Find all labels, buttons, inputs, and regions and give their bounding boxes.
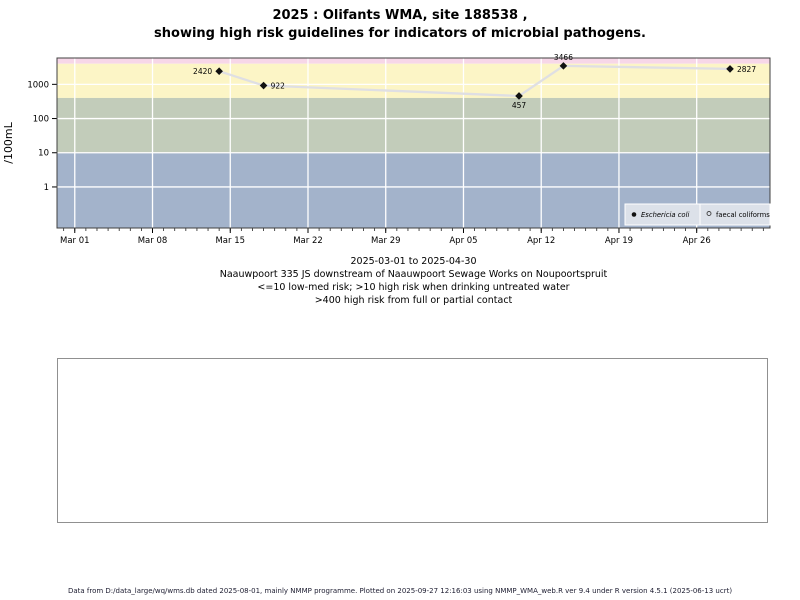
y-tick-label: 1000 — [27, 80, 49, 90]
legend-marker-filled-circle-icon — [631, 212, 637, 217]
footer-text: Data from D:/data_large/wq/wms.db dated … — [67, 587, 733, 595]
caption-risk-note-contact: >400 high risk from full or partial cont… — [314, 295, 513, 306]
data-point-label: 3466 — [554, 53, 573, 62]
caption-risk-note-drinking: <=10 low-med risk; >10 high risk when dr… — [257, 282, 570, 293]
legend-label: faecal coliforms — [716, 211, 770, 219]
y-tick-label: 100 — [33, 115, 49, 125]
x-tick-label: Mar 01 — [60, 236, 90, 246]
data-point-label: 457 — [512, 101, 527, 110]
x-tick-label: Mar 29 — [371, 236, 401, 246]
data-point-marker — [726, 65, 734, 73]
x-tick-label: Mar 15 — [215, 236, 245, 246]
x-tick-label: Apr 05 — [449, 236, 477, 246]
legend-label: Eschericia coli — [641, 211, 689, 219]
y-axis-label: /100mL — [2, 121, 15, 163]
plot-border — [56, 57, 771, 229]
data-point-label: 2420 — [193, 67, 212, 76]
caption-date-range: 2025-03-01 to 2025-04-30 — [350, 256, 477, 267]
chart-title-line1: 2025 : Olifants WMA, site 188538 , — [272, 8, 528, 23]
data-point-marker — [559, 62, 568, 70]
chart-plot: Mar 01 Mar 08 Mar 15 Mar 22 Mar 29 Apr 05 Apr … — [2, 53, 771, 246]
data-point-marker — [215, 67, 223, 76]
x-tick-label: Apr 26 — [683, 236, 711, 246]
chart-title-line2: showing high risk guidelines for indicat… — [154, 26, 646, 41]
risk-band-upper-extreme — [57, 58, 770, 64]
caption-site-description: Naauwpoort 335 JS downstream of Naauwpoo… — [219, 269, 608, 280]
x-tick-label: Apr 12 — [527, 236, 555, 246]
data-point-marker — [515, 92, 523, 100]
risk-band-high-risk-drinking — [57, 97, 770, 153]
y-tick-label: 1 — [44, 183, 49, 193]
legend-box — [699, 203, 771, 226]
data-point-label: 2827 — [737, 65, 756, 74]
y-tick-label: 10 — [38, 149, 49, 159]
x-tick-label: Apr 19 — [605, 236, 633, 246]
x-tick-label: Mar 08 — [138, 236, 168, 246]
x-tick-label: Mar 22 — [293, 236, 323, 246]
caption-block: 2025-03-01 to 2025-04-30 Naauwpoort 335 … — [57, 255, 770, 307]
data-point-label: 922 — [271, 82, 286, 91]
data-point-marker — [259, 81, 268, 90]
risk-band-high-risk-contact — [57, 63, 770, 98]
legend-marker-open-circle-icon — [706, 211, 712, 216]
empty-notes-box — [57, 358, 768, 523]
